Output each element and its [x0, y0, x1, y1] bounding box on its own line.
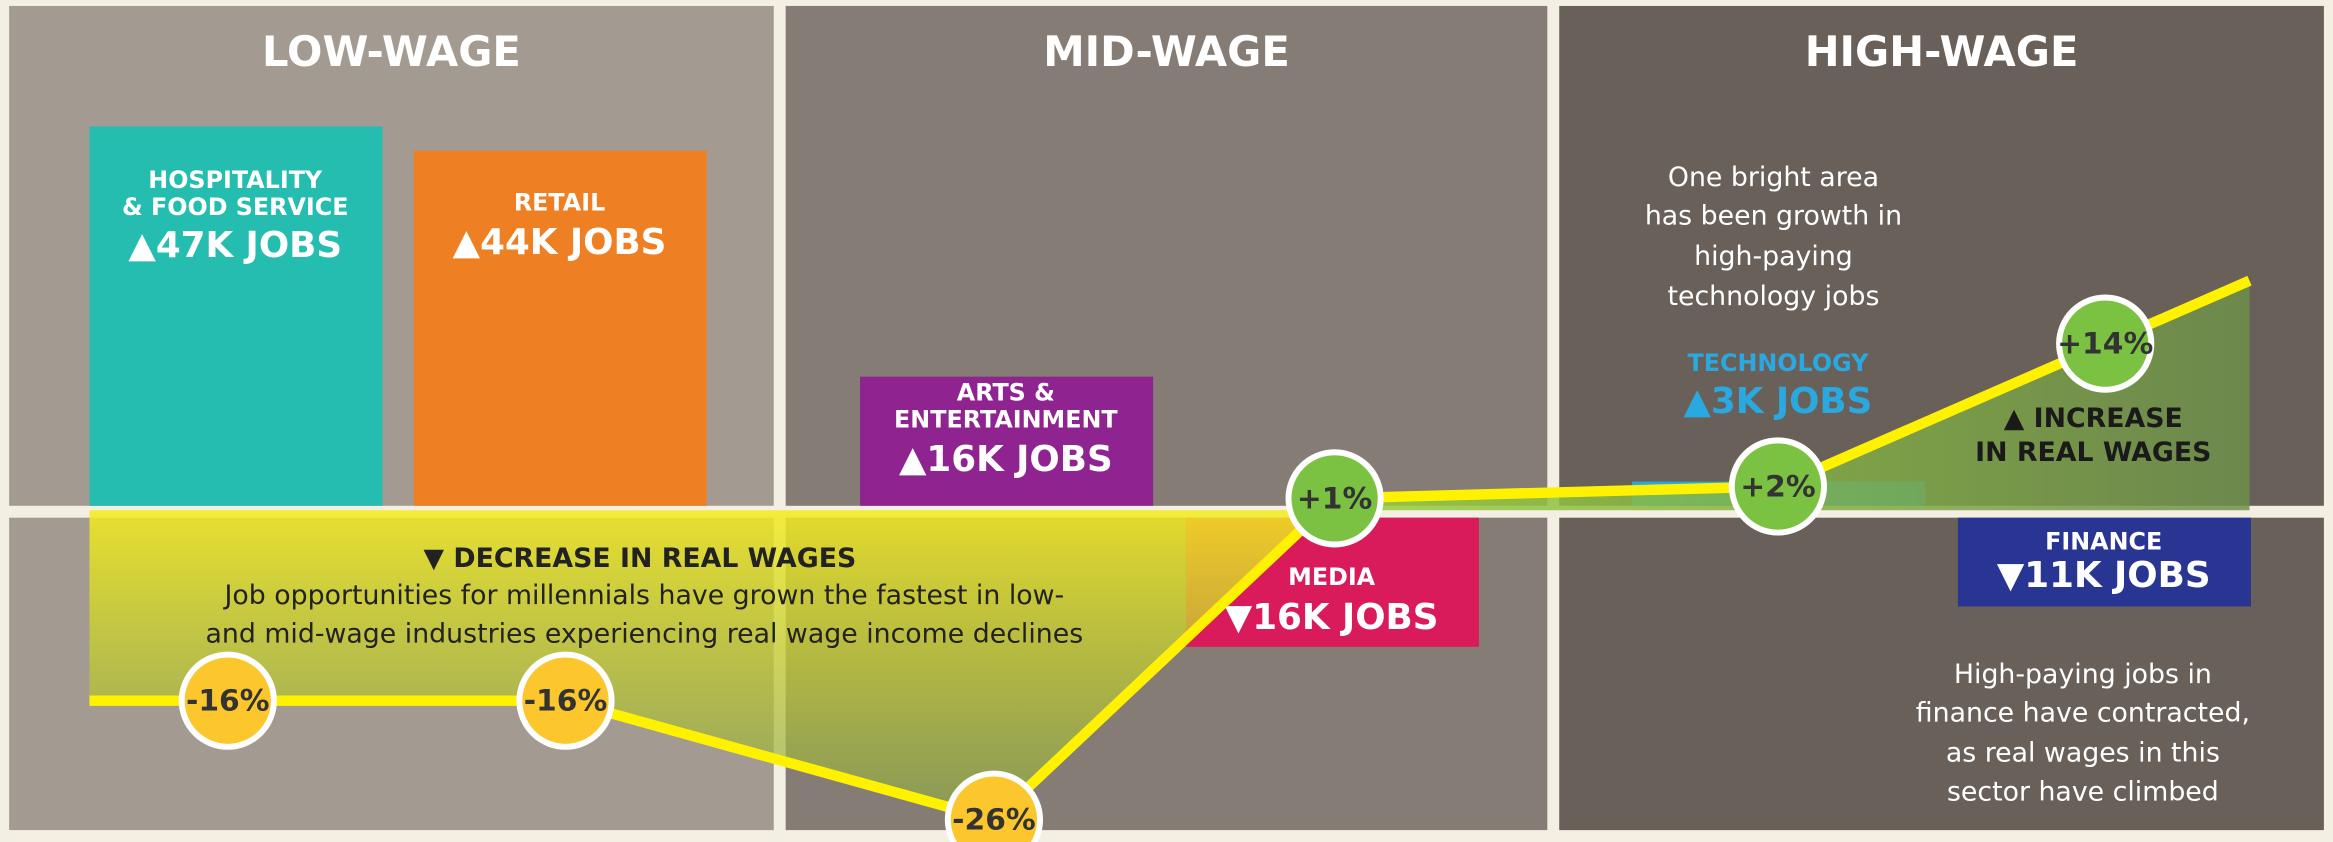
jobs-label: ▲44K JOBS [453, 222, 667, 263]
decrease-text: Job opportunities for millennials have g… [222, 580, 1064, 611]
panel-title: HIGH-WAGE [1805, 27, 2079, 76]
job-bar [89, 126, 383, 506]
finance-note: as real wages in this [1946, 738, 2220, 769]
sector-name: ENTERTAINMENT [894, 405, 1118, 433]
tech-note: technology jobs [1668, 281, 1880, 312]
wage-point [1285, 449, 1384, 548]
jobs-label: ▼11K JOBS [1997, 555, 2211, 596]
sector-name: RETAIL [514, 188, 605, 216]
decrease-title: ▼ DECREASE IN REAL WAGES [423, 543, 856, 574]
jobs-label: ▼16K JOBS [1225, 597, 1439, 638]
wage-label: -26% [952, 803, 1036, 838]
wage-label: +1% [1297, 481, 1372, 516]
wage-line [227, 338, 2108, 825]
increase-title: IN REAL WAGES [1975, 437, 2211, 468]
wage-label: -16% [524, 684, 608, 719]
jobs-label: ▲16K JOBS [899, 439, 1113, 480]
tech-note: One bright area [1668, 162, 1879, 193]
wage-label: -16% [186, 684, 270, 719]
job-bar [413, 150, 707, 506]
increase-title: ▲ INCREASE [2004, 403, 2183, 434]
wage-label: +14% [2057, 327, 2153, 362]
finance-note: finance have contracted, [1916, 698, 2250, 729]
sector-name: & FOOD SERVICE [122, 193, 349, 221]
wage-point [944, 770, 1044, 842]
wage-area-negative [89, 510, 1322, 820]
panel-title: MID-WAGE [1043, 27, 1290, 76]
sector-name: MEDIA [1288, 563, 1376, 591]
sector-name: TECHNOLOGY [1688, 349, 1870, 377]
sector-name: HOSPITALITY [148, 166, 323, 194]
sector-name: ARTS & [957, 379, 1055, 407]
wage-area-positive [1321, 280, 2250, 511]
finance-note: sector have climbed [1947, 776, 2219, 807]
decrease-text: and mid-wage industries experiencing rea… [206, 619, 1084, 650]
panel-title: LOW-WAGE [262, 27, 521, 76]
jobs-label: ▲3K JOBS [1683, 381, 1872, 422]
sector-name: FINANCE [2045, 527, 2162, 555]
wage-point [1728, 437, 1828, 536]
tech-note: high-paying [1694, 241, 1853, 272]
tech-note: has been growth in [1645, 201, 1902, 232]
wage-label: +2% [1740, 469, 1815, 504]
jobs-label: ▲47K JOBS [128, 225, 342, 266]
wage-point [516, 651, 615, 750]
job-bar [1957, 517, 2251, 607]
wage-point [2056, 294, 2155, 393]
wage-point [178, 651, 277, 750]
job-bar [860, 376, 1154, 506]
finance-note: High-paying jobs in [1954, 659, 2212, 690]
